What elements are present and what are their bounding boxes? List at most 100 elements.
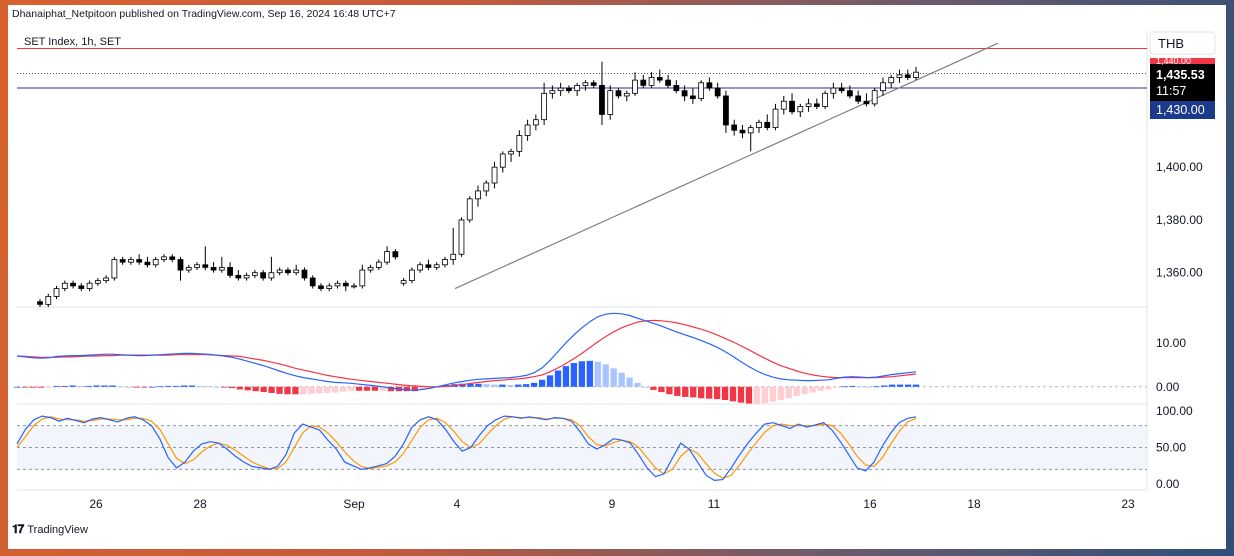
candle-body [94, 280, 101, 284]
macd-histogram-bar [888, 384, 896, 387]
candle-body [367, 267, 374, 271]
candle-body [235, 274, 242, 279]
macd-histogram-bar [809, 386, 816, 393]
time-tick-label: 11 [708, 497, 721, 511]
macd-histogram-bar [881, 385, 888, 387]
published-caption: Dhanaiphat_Netpitoon published on Tradin… [12, 8, 396, 20]
tradingview-logo[interactable]: 𝟏𝟕 TradingView [12, 522, 88, 537]
macd-histogram-bar [125, 386, 132, 388]
currency-button[interactable] [1149, 31, 1216, 55]
candle-body [450, 253, 457, 260]
macd-histogram-bar [284, 386, 291, 395]
macd-histogram-bar [157, 386, 164, 388]
macd-pane[interactable] [13, 312, 1147, 404]
macd-histogram-bar [109, 385, 116, 387]
macd-histogram-bar [682, 386, 689, 397]
candle-body [342, 282, 349, 287]
macd-signal-line [16, 319, 917, 388]
candle-body [789, 100, 795, 113]
candle-body [309, 277, 316, 287]
candle-body [632, 79, 638, 94]
candle-body [202, 264, 209, 268]
macd-histogram-bar [562, 366, 570, 387]
level-badge [1150, 101, 1215, 119]
macd-histogram-bar [729, 386, 737, 402]
macd-histogram-bar [499, 384, 506, 387]
macd-histogram-bar [841, 386, 848, 388]
macd-histogram-bar [833, 386, 840, 388]
price-tick-label: 1,360.00 [1156, 266, 1203, 280]
macd-histogram-bar [403, 386, 410, 392]
candle-body [417, 264, 424, 271]
candle-body [260, 272, 267, 279]
macd-tick-label: 10.00 [1156, 336, 1186, 350]
macd-histogram-bar [363, 386, 371, 391]
candle-body [475, 190, 481, 200]
stochastic-pane[interactable] [16, 415, 1147, 482]
candle-body [268, 272, 275, 279]
macd-histogram-bar [546, 375, 554, 387]
candle-body [37, 301, 43, 305]
candle-body [301, 269, 308, 279]
candle-body [764, 121, 771, 129]
stoch-tick-label: 100.00 [1156, 404, 1193, 418]
candle-body [582, 82, 589, 86]
macd-histogram-bar [737, 386, 745, 403]
candle-body [665, 79, 671, 86]
macd-histogram-bar [650, 386, 657, 390]
candle-body [640, 79, 647, 86]
macd-histogram-bar [165, 385, 172, 387]
macd-histogram-bar [188, 385, 196, 387]
candle-body [433, 264, 440, 268]
macd-histogram-bar [666, 386, 673, 395]
macd-histogram-bar [180, 385, 188, 387]
macd-histogram-bar [196, 385, 204, 387]
macd-histogram-bar [912, 384, 920, 387]
macd-histogram-bar [785, 386, 792, 399]
price-pane[interactable] [17, 42, 1147, 307]
candle-body [714, 87, 721, 97]
candle-body [805, 103, 812, 107]
macd-histogram-bar [904, 384, 912, 387]
time-tick-label: 18 [967, 497, 981, 511]
macd-histogram-bar [849, 385, 856, 387]
candle-body [334, 282, 341, 287]
candle-body [615, 90, 622, 97]
candle-body [838, 87, 845, 92]
macd-histogram-bar [220, 386, 228, 388]
macd-histogram-bar [260, 386, 267, 393]
candle-body [524, 124, 531, 136]
symbol-label[interactable]: SET Index, 1h, SET [24, 36, 121, 48]
candle-body [532, 119, 539, 126]
candle-body [599, 85, 605, 115]
price-tick-label: 1,380.00 [1156, 213, 1203, 227]
footer-brand: TradingView [27, 523, 88, 536]
macd-histogram-bar [172, 385, 180, 387]
macd-histogram-bar [777, 386, 784, 400]
macd-histogram-bar [483, 384, 490, 387]
candle-body [557, 87, 564, 92]
macd-histogram-bar [745, 386, 753, 404]
stoch-tick-label: 0.00 [1156, 477, 1180, 491]
currency-label[interactable]: THB [1158, 36, 1184, 51]
macd-histogram-bar [801, 386, 808, 395]
macd-histogram-bar [244, 386, 251, 391]
candle-body [227, 267, 233, 276]
candle-body [53, 288, 60, 297]
macd-histogram-bar [117, 386, 124, 388]
macd-histogram-bar [77, 385, 84, 387]
candle-body [359, 269, 366, 287]
candle-body [152, 259, 159, 266]
macd-histogram-bar [419, 386, 426, 390]
macd-histogram-bar [674, 386, 681, 397]
candle-body [466, 198, 473, 221]
macd-histogram-bar [276, 386, 283, 394]
red-level-badge [1150, 58, 1215, 64]
macd-histogram-bar [212, 386, 220, 388]
macd-histogram-bar [387, 386, 395, 392]
candle-body [243, 274, 250, 279]
partial-level-label: 1,440.00 [1156, 56, 1191, 66]
candle-body [45, 296, 52, 305]
candle-body [822, 92, 828, 107]
